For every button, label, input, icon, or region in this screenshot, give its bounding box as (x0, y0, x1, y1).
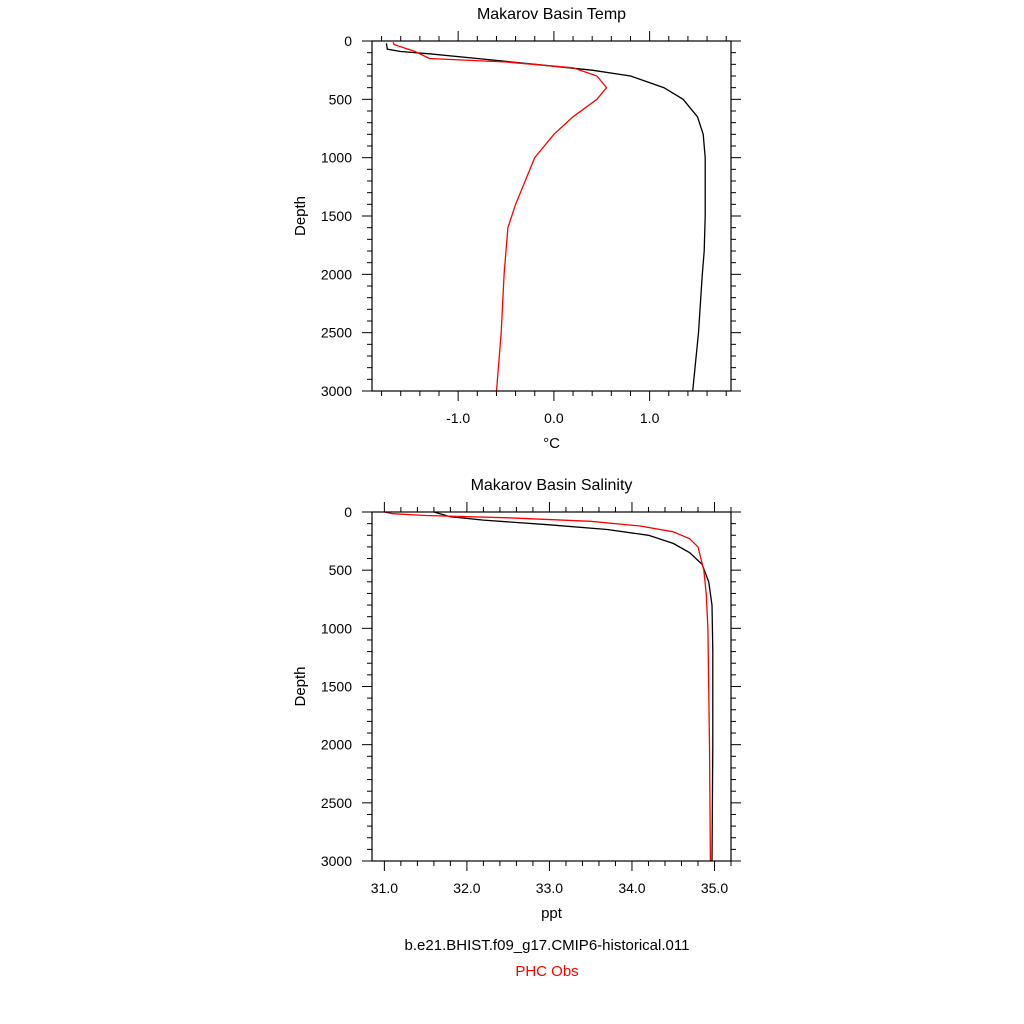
y-tick-label: 1500 (321, 679, 352, 695)
model-series-line (433, 512, 714, 861)
y-tick-label: 0 (344, 33, 352, 49)
x-tick-label: 35.0 (701, 880, 728, 896)
plot-frame (371, 511, 732, 862)
y-tick-label: 0 (344, 504, 352, 520)
y-axis-label: Depth (292, 666, 309, 706)
x-axis-label: °C (543, 435, 560, 452)
y-tick-label: 1000 (321, 620, 352, 636)
obs-series-line (384, 512, 712, 861)
x-tick-label: 31.0 (371, 880, 398, 896)
y-tick-label: 2000 (321, 737, 352, 753)
y-tick-label: 1000 (321, 150, 352, 166)
y-tick-label: 500 (329, 91, 353, 107)
y-tick-label: 2000 (321, 266, 352, 282)
x-tick-label: 0.0 (544, 410, 564, 426)
chart-title: Makarov Basin Salinity (471, 477, 633, 494)
y-tick-label: 3000 (321, 383, 352, 399)
chart-panel-2: Makarov Basin Salinity 0 500 1000 1500 2000 25… (292, 477, 741, 922)
plot-frame (371, 40, 732, 392)
x-tick-label: 34.0 (618, 880, 645, 896)
obs-series-line (392, 41, 608, 391)
legend-model-label: b.e21.BHIST.f09_g17.CMIP6-historical.011 (404, 937, 690, 954)
y-tick-label: 500 (329, 562, 353, 578)
y-tick-label: 1500 (321, 208, 352, 224)
x-axis-label: ppt (541, 905, 563, 922)
model-series-line (385, 43, 706, 391)
chart-title: Makarov Basin Temp (477, 6, 626, 23)
y-tick-label: 2500 (321, 795, 352, 811)
x-tick-label: 1.0 (640, 410, 660, 426)
x-tick-label: 32.0 (453, 880, 480, 896)
chart-panel-1: Makarov Basin Temp 0 500 1000 1500 2000 2500 30… (292, 6, 741, 452)
y-tick-label: 3000 (321, 853, 352, 869)
legend-obs-label: PHC Obs (515, 963, 579, 980)
x-tick-label: -1.0 (446, 410, 470, 426)
x-tick-label: 33.0 (536, 880, 563, 896)
y-axis-label: Depth (292, 196, 309, 236)
y-tick-label: 2500 (321, 325, 352, 341)
